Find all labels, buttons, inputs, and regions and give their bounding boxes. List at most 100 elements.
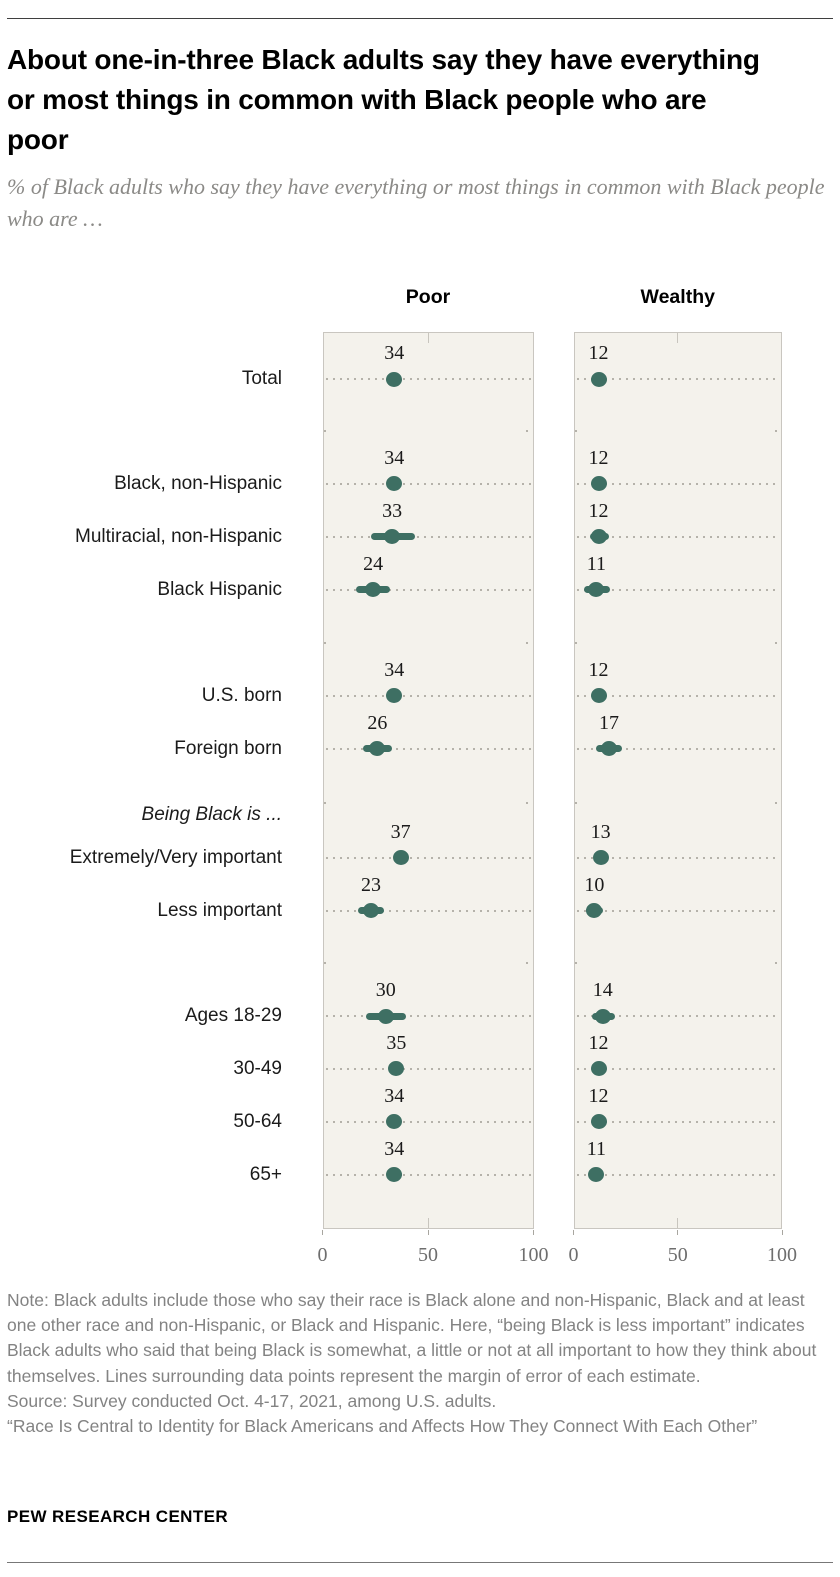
data-dot [586,903,603,918]
gap-leader-mark [575,430,581,432]
row-label: Less important [157,899,282,921]
row-label: Being Black is ... [141,804,282,825]
tick-mark [677,333,679,343]
gap-leader-mark [526,802,532,804]
chart-note: Note: Black adults include those who say… [7,1290,817,1386]
value-label: 34 [384,1084,405,1107]
value-label: 11 [586,552,607,575]
gap-leader-mark [324,962,330,964]
top-divider [7,18,833,19]
value-label: 12 [588,1031,609,1054]
data-dot [600,741,617,756]
value-label: 30 [375,979,396,1001]
value-label: 24 [363,552,384,575]
leader-line [325,1173,531,1176]
data-dot [365,582,382,597]
axis-tick-label: 100 [767,1244,797,1266]
data-dot [588,1167,605,1182]
page-title: About one-in-three Black adults say they… [7,44,760,155]
leader-line [325,909,531,912]
pew-research-center-wordmark: PEW RESEARCH CENTER [7,1507,229,1526]
value-label: 33 [382,499,403,522]
value-label: 12 [588,342,609,364]
leader-line [576,1173,779,1176]
chart-source: Source: Survey conducted Oct. 4-17, 2021… [7,1390,497,1411]
value-label: 14 [592,979,613,1001]
leader-line [576,378,779,380]
value-label: 13 [590,820,611,843]
data-dot [392,850,409,865]
value-label: 10 [584,873,605,896]
leader-line [325,378,531,380]
gap-leader-mark [526,962,532,964]
leader-line [325,747,531,750]
panel-box-poor [322,332,534,1229]
data-dot [377,1008,394,1024]
gap-leader-mark [575,962,581,964]
row-label: 30-49 [233,1057,282,1079]
row-label: Black, non-Hispanic [114,472,282,494]
row-label: Black Hispanic [157,578,282,600]
row-label: 50-64 [233,1110,282,1132]
leader-line [576,747,779,750]
tick-mark [322,1230,323,1235]
gap-leader-mark [324,430,330,432]
gap-leader-mark [575,802,581,804]
axis-tick-label: 0 [317,1244,328,1266]
axis-tick-label: 50 [667,1244,688,1266]
value-label: 26 [367,711,388,734]
leader-line [576,535,779,538]
footer-text-block: Note: Black adults include those who say… [7,1288,835,1439]
leader-line [325,588,531,591]
bottom-divider [7,1562,833,1563]
data-dot [594,1008,611,1024]
data-dot [386,1114,403,1129]
data-dot [386,688,403,703]
row-label: 65+ [249,1163,282,1185]
data-dot [369,741,386,756]
tick-mark [677,1218,679,1228]
value-label: 12 [588,1084,609,1107]
leader-line [576,909,779,912]
value-label: 34 [384,1137,405,1160]
data-dot [386,1167,403,1182]
leader-line [576,856,779,859]
tick-mark [427,1218,429,1228]
value-label: 12 [588,446,609,469]
leader-line [325,1120,531,1123]
tick-mark [677,1230,679,1235]
data-dot [363,903,380,918]
gap-leader-mark [774,641,781,644]
tick-mark [533,1230,534,1235]
data-dot [386,371,403,387]
value-label: 37 [390,820,411,843]
gap-leader-mark [324,641,330,644]
row-label: Foreign born [174,737,282,759]
chart-subtitle: % of Black adults who say they have ever… [7,174,825,231]
value-label: 17 [598,711,619,734]
leader-line [576,588,779,591]
axis-tick-label: 100 [518,1244,549,1266]
gap-leader-mark [575,641,581,644]
tick-mark [781,1230,783,1235]
leader-line [576,694,779,697]
value-label: 34 [384,658,405,681]
report-title: “Race Is Central to Identity for Black A… [7,1416,758,1437]
data-dot [384,529,401,544]
axis-tick-label: 50 [418,1244,438,1266]
data-dot [590,371,607,387]
data-dot [590,476,607,491]
leader-line [325,1067,531,1070]
leader-line [576,1067,779,1070]
data-dot [590,529,607,544]
data-dot [590,688,607,703]
value-label: 23 [361,873,382,896]
leader-line [576,1120,779,1123]
row-label: U.S. born [201,684,282,706]
leader-line [576,482,779,485]
data-dot [592,850,609,865]
row-label: Extremely/Very important [69,846,282,868]
value-label: 12 [588,658,609,681]
data-dot [590,1061,607,1076]
